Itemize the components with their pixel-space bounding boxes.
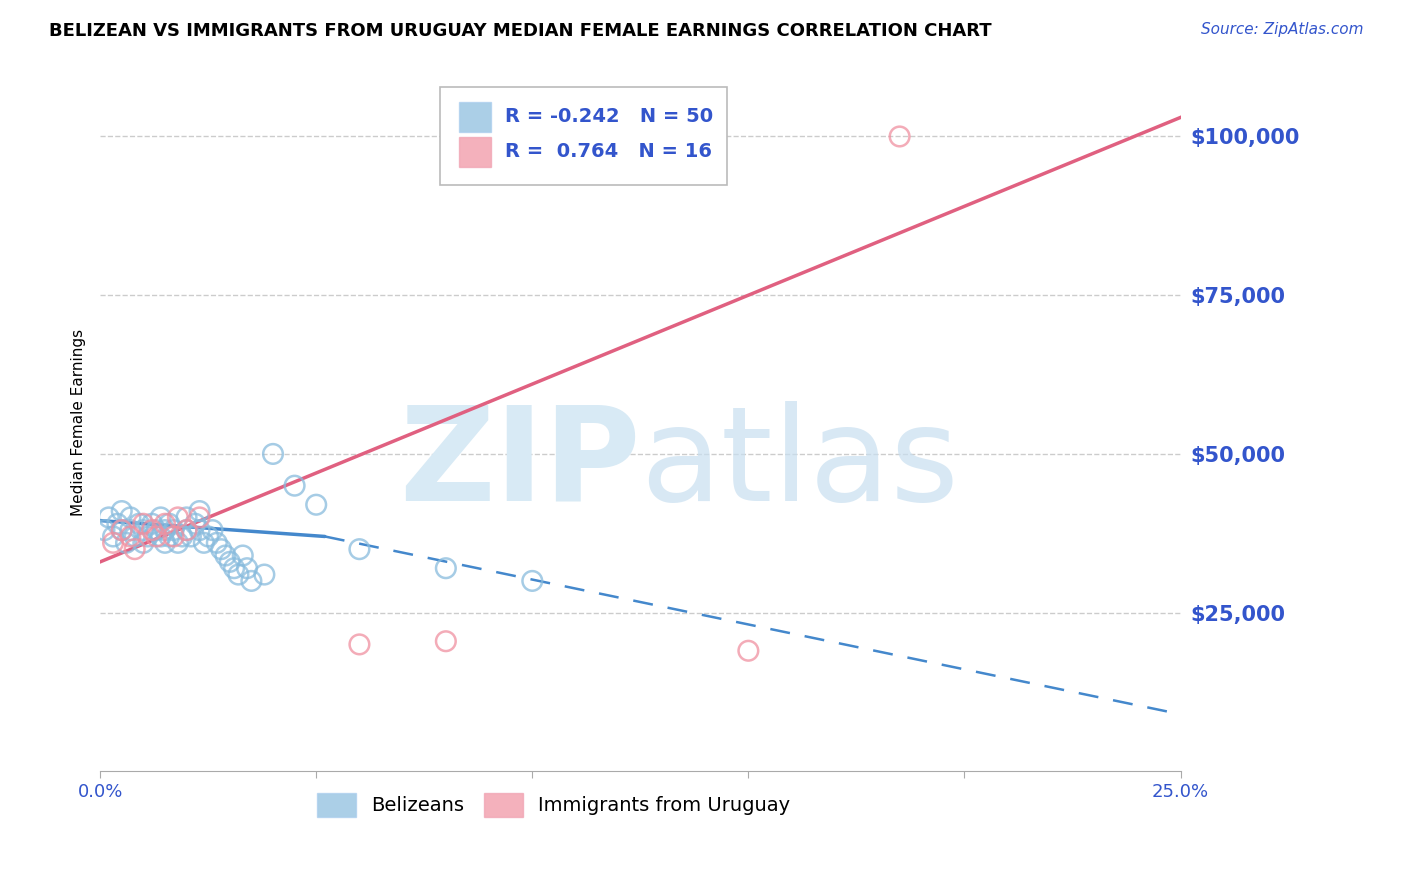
Point: [111, 523, 134, 537]
Point: [284, 478, 307, 492]
Point: [222, 561, 245, 575]
Point: [188, 523, 211, 537]
Point: [115, 536, 138, 550]
Point: [172, 529, 194, 543]
Text: ZIP: ZIP: [399, 401, 640, 527]
Point: [111, 504, 134, 518]
Point: [101, 529, 124, 543]
Point: [188, 504, 211, 518]
Point: [107, 516, 129, 531]
Point: [522, 574, 544, 588]
Point: [120, 523, 142, 537]
Point: [97, 510, 120, 524]
Point: [236, 561, 259, 575]
Point: [145, 529, 167, 543]
Point: [111, 523, 134, 537]
Text: Source: ZipAtlas.com: Source: ZipAtlas.com: [1201, 22, 1364, 37]
Point: [153, 536, 176, 550]
Point: [737, 644, 759, 658]
Point: [240, 574, 263, 588]
Text: R =  0.764   N = 16: R = 0.764 N = 16: [505, 143, 713, 161]
Point: [136, 529, 159, 543]
Point: [124, 542, 146, 557]
Point: [176, 510, 198, 524]
Point: [253, 567, 276, 582]
Point: [167, 536, 190, 550]
Bar: [458, 137, 491, 167]
Point: [209, 542, 232, 557]
Point: [157, 529, 180, 543]
Point: [232, 549, 254, 563]
Text: R = -0.242   N = 50: R = -0.242 N = 50: [505, 107, 713, 127]
Point: [124, 529, 146, 543]
FancyBboxPatch shape: [440, 87, 727, 185]
Point: [197, 529, 219, 543]
Point: [193, 536, 215, 550]
Point: [132, 536, 155, 550]
Point: [434, 634, 457, 648]
Point: [132, 523, 155, 537]
Y-axis label: Median Female Earnings: Median Female Earnings: [72, 328, 86, 516]
Point: [149, 529, 172, 543]
Point: [176, 523, 198, 537]
Point: [889, 129, 911, 144]
Text: atlas: atlas: [640, 401, 959, 527]
Point: [349, 542, 371, 557]
Point: [120, 510, 142, 524]
Point: [205, 536, 228, 550]
Bar: [458, 103, 491, 132]
Point: [149, 510, 172, 524]
Point: [101, 536, 124, 550]
Point: [162, 529, 184, 543]
Point: [120, 529, 142, 543]
Point: [176, 523, 198, 537]
Text: BELIZEAN VS IMMIGRANTS FROM URUGUAY MEDIAN FEMALE EARNINGS CORRELATION CHART: BELIZEAN VS IMMIGRANTS FROM URUGUAY MEDI…: [49, 22, 991, 40]
Point: [145, 523, 167, 537]
Point: [434, 561, 457, 575]
Point: [141, 516, 163, 531]
Point: [157, 516, 180, 531]
Point: [128, 516, 150, 531]
Point: [153, 523, 176, 537]
Point: [188, 510, 211, 524]
Point: [162, 523, 184, 537]
Point: [218, 555, 240, 569]
Point: [305, 498, 328, 512]
Point: [228, 567, 250, 582]
Point: [132, 516, 155, 531]
Point: [180, 529, 202, 543]
Legend: Belizeans, Immigrants from Uruguay: Belizeans, Immigrants from Uruguay: [309, 785, 799, 824]
Point: [93, 523, 115, 537]
Point: [184, 516, 207, 531]
Point: [153, 516, 176, 531]
Point: [262, 447, 284, 461]
Point: [214, 549, 236, 563]
Point: [141, 523, 163, 537]
Point: [349, 637, 371, 651]
Point: [167, 510, 190, 524]
Point: [201, 523, 224, 537]
